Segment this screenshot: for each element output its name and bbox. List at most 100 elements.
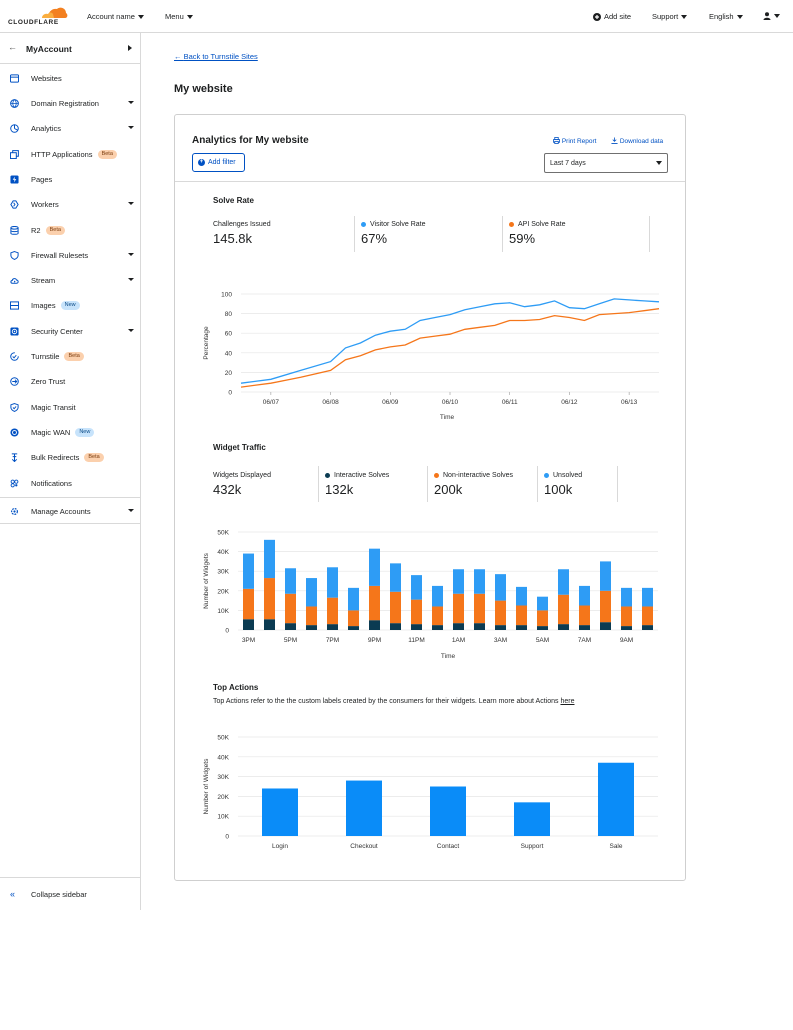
sidebar-item-manage-accounts[interactable]: Manage Accounts <box>0 501 140 521</box>
workers-icon <box>10 199 19 209</box>
caret-down-icon <box>736 14 743 19</box>
sidebar-item-label: Firewall Rulesets <box>31 250 89 260</box>
legend-dot-icon <box>544 473 549 478</box>
y-axis-label: Percentage <box>203 326 210 360</box>
stat-divider <box>617 466 618 502</box>
sidebar-item-firewall-rulesets[interactable]: Firewall Rulesets <box>0 245 140 265</box>
bar <box>598 762 634 836</box>
x-tick-label: 06/12 <box>561 399 578 406</box>
sidebar-item-label: Domain Registration <box>31 98 99 108</box>
time-range-select[interactable]: Last 7 days <box>544 153 668 173</box>
sidebar-item-zero-trust[interactable]: Zero Trust <box>0 371 140 391</box>
sidebar-item-notifications[interactable]: Notifications <box>0 473 140 493</box>
stat-label: API Solve Rate <box>518 221 566 228</box>
solve-rate-title: Solve Rate <box>213 196 254 205</box>
bar-segment <box>348 626 359 630</box>
sidebar-item-pages[interactable]: Pages <box>0 169 140 189</box>
back-link-label: Back to Turnstile Sites <box>183 52 258 61</box>
bar-segment <box>642 625 653 630</box>
bar-segment <box>579 585 590 606</box>
y-tick-label: 0 <box>228 390 232 397</box>
sidebar-item-http-applications[interactable]: HTTP Applications Beta <box>0 144 140 164</box>
stat-label-row: Interactive Solves <box>325 472 389 479</box>
sidebar-item-label: Websites <box>31 73 62 83</box>
add-filter-button[interactable]: + Add filter <box>192 153 245 172</box>
stat-label: Interactive Solves <box>334 472 390 479</box>
shield-icon <box>10 250 19 260</box>
print-report-link[interactable]: Print Report <box>553 137 597 145</box>
bar-segment <box>432 606 443 626</box>
sidebar-item-label: Stream <box>31 275 56 285</box>
redirect-icon <box>10 452 19 462</box>
card-title: Analytics for My website <box>192 135 309 146</box>
bar-segment <box>579 605 590 626</box>
sidebar-item-label: Bulk Redirects <box>31 452 80 462</box>
stat-label-row: Unsolved <box>544 472 582 479</box>
user-menu[interactable] <box>763 12 780 20</box>
caret-down-icon <box>128 101 134 104</box>
sidebar-item-magic-transit[interactable]: Magic Transit <box>0 397 140 417</box>
turnstile-icon <box>10 351 19 361</box>
sidebar-item-label-wrap: HTTP Applications Beta <box>31 149 117 159</box>
user-icon <box>763 12 771 20</box>
sidebar-item-label: HTTP Applications <box>31 149 93 159</box>
sidebar-item-label-wrap: Pages <box>31 175 52 184</box>
x-tick-label: 9PM <box>368 637 381 644</box>
sidebar-item-domain-registration[interactable]: Domain Registration <box>0 93 140 113</box>
y-axis-label: Number of Widgets <box>203 758 210 814</box>
time-range-value: Last 7 days <box>550 159 586 167</box>
globe-icon <box>10 98 19 108</box>
bar-segment <box>432 585 443 607</box>
download-data-link[interactable]: Download data <box>611 137 663 145</box>
x-tick-label: 1AM <box>452 637 465 644</box>
sidebar-item-r2[interactable]: R2 Beta <box>0 220 140 240</box>
sidebar-item-bulk-redirects[interactable]: Bulk Redirects Beta <box>0 447 140 467</box>
sidebar-item-security-center[interactable]: Security Center <box>0 321 140 341</box>
sidebar-item-stream[interactable]: Stream <box>0 270 140 290</box>
stat-widgets-displayed: Widgets Displayed 432k <box>213 472 271 497</box>
stat-value: 145.8k <box>213 231 253 246</box>
sidebar-item-magic-wan[interactable]: Magic WAN New <box>0 422 140 442</box>
bar <box>346 780 382 836</box>
support-dropdown[interactable]: Support <box>652 12 688 21</box>
y-tick-label: 20K <box>217 794 229 801</box>
sidebar-item-websites[interactable]: Websites <box>0 68 140 88</box>
add-site-button[interactable]: Add site <box>593 12 631 21</box>
sidebar-divider <box>0 523 140 524</box>
lightning-icon <box>10 174 19 184</box>
x-tick-label: 06/10 <box>442 399 459 406</box>
sidebar-item-turnstile[interactable]: Turnstile Beta <box>0 346 140 366</box>
legend-dot-icon <box>434 473 439 478</box>
top-actions-description: Top Actions refer to the the custom labe… <box>213 698 574 705</box>
x-tick-label: Support <box>521 843 544 850</box>
bar <box>262 788 298 836</box>
sidebar-item-label-wrap: Magic Transit <box>31 403 76 412</box>
y-tick-label: 50K <box>217 530 229 537</box>
plus-icon: + <box>198 159 205 166</box>
sidebar-item-workers[interactable]: Workers <box>0 194 140 214</box>
back-to-turnstile-sites-link[interactable]: ← Back to Turnstile Sites <box>174 52 258 61</box>
stat-value: 59% <box>509 231 536 246</box>
bar-segment <box>369 548 380 586</box>
top-actions-bar-chart: 0 10K 20K 30K 40K 50K Login Checkout Contact Supp… <box>203 735 658 850</box>
menu-dropdown[interactable]: Menu <box>165 12 193 21</box>
cloudflare-logo[interactable]: CLOUDFLARE <box>8 6 68 28</box>
stat-label: Unsolved <box>553 472 583 479</box>
stat-interactive-solves: Interactive Solves 132k <box>325 472 389 497</box>
account-name-dropdown[interactable]: Account name <box>87 12 144 21</box>
x-tick-label: Sale <box>609 843 622 850</box>
analytics-card: Analytics for My website + Add filter Pr… <box>174 114 686 881</box>
actions-learn-more-link[interactable]: here <box>560 698 575 705</box>
sidebar-item-analytics[interactable]: Analytics <box>0 118 140 138</box>
language-dropdown[interactable]: English <box>709 12 743 21</box>
sidebar-header[interactable]: ← MyAccount <box>0 33 140 64</box>
sidebar-item-label-wrap: Workers <box>31 200 59 209</box>
bar-segment <box>306 578 317 607</box>
sidebar-item-images[interactable]: Images New <box>0 295 140 315</box>
bar-segment <box>537 610 548 627</box>
collapse-sidebar-button[interactable]: « Collapse sidebar <box>0 877 140 910</box>
arrow-left-icon[interactable]: ← <box>8 42 17 52</box>
download-data-label: Download data <box>619 138 664 145</box>
solve-rate-line-chart: 0 20 40 60 80 100 06/07 06/08 06/09 06/10 06/11 06/… <box>203 292 660 421</box>
sidebar-item-label-wrap: Firewall Rulesets <box>31 251 88 260</box>
